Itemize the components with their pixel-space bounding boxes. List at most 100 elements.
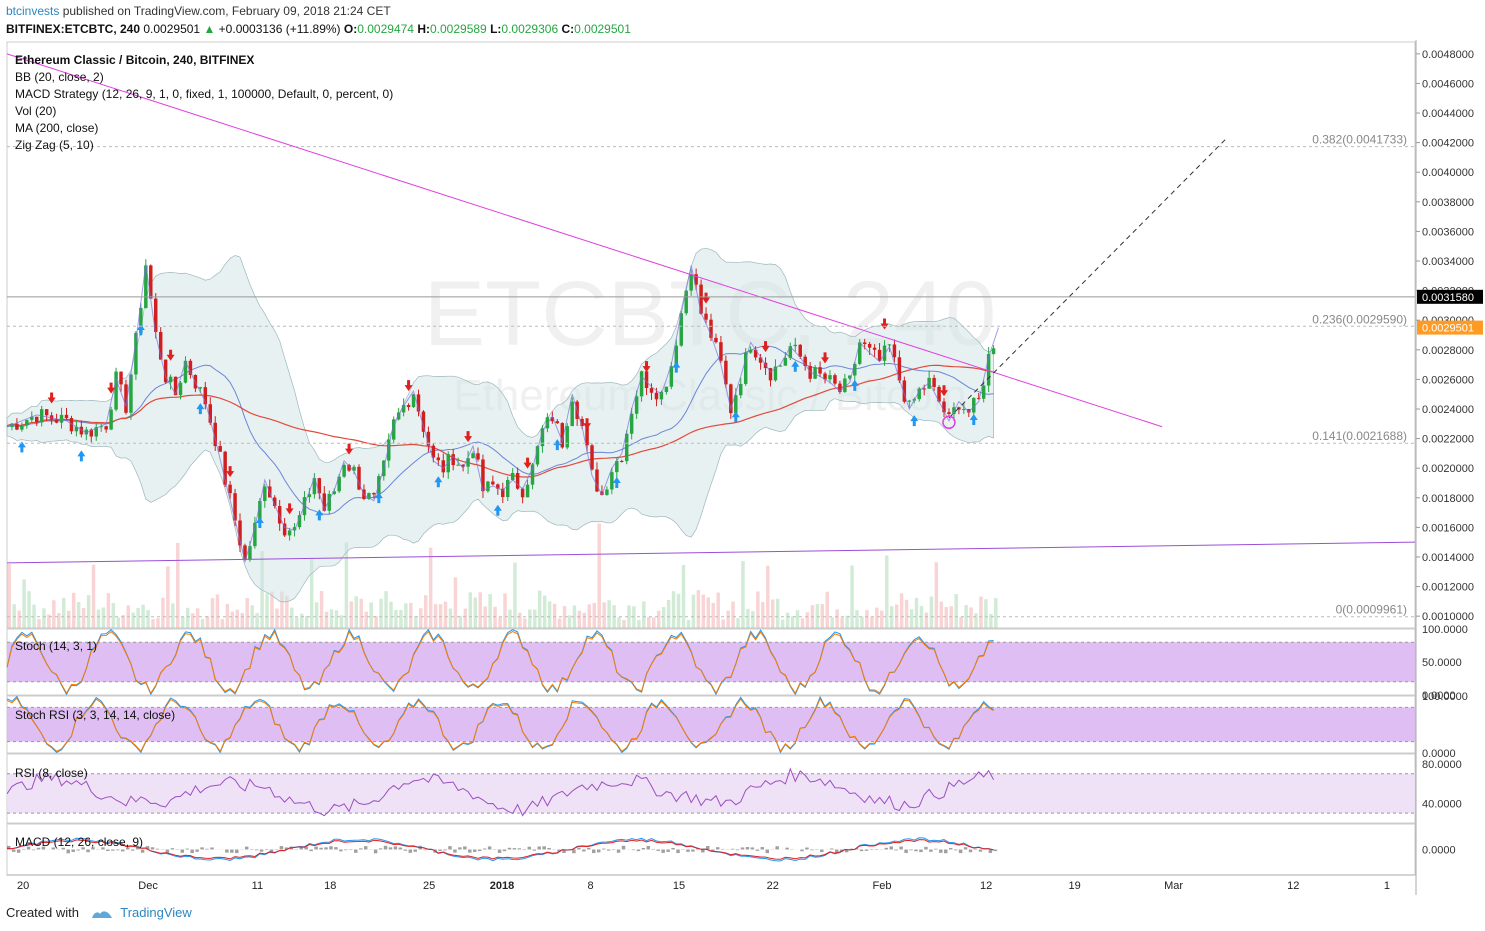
rsi-line (6, 767, 995, 817)
price-label-bg (1417, 320, 1483, 335)
macd-histogram-bar (106, 849, 110, 852)
candle-body (357, 466, 361, 490)
legend-rsi[interactable]: RSI (8, close) (15, 766, 88, 780)
band-fill (7, 707, 1415, 742)
candle-body (694, 274, 698, 285)
y-tick-label: 0.0048000 (1422, 49, 1474, 61)
volume-bar (270, 591, 274, 628)
volume-bar (870, 616, 874, 628)
chart-canvas[interactable]: ETCBTC, 240Ethereum Classic / Bitcoin0.3… (0, 40, 1485, 895)
volume-bar (438, 604, 443, 628)
volume-bar (622, 619, 626, 628)
macd-histogram-bar (517, 848, 522, 850)
legend-macd-strategy[interactable]: MACD Strategy (12, 26, 9, 1, 0, fixed, 1… (15, 87, 394, 101)
macd-histogram-bar (299, 846, 303, 850)
price-pane[interactable]: ETCBTC, 240Ethereum Classic / Bitcoin0.3… (6, 41, 1416, 629)
macd-histogram-bar (458, 847, 462, 850)
volume-bar (141, 604, 145, 628)
legend-ma[interactable]: MA (200, close) (15, 121, 99, 135)
publish-line: btcinvests published on TradingView.com,… (6, 4, 391, 18)
y-tick-label: 0.0044000 (1422, 108, 1474, 120)
macd-histogram-bar (359, 848, 363, 850)
candle-body (823, 373, 827, 380)
candle-body (153, 298, 158, 332)
macd-histogram-bar (859, 849, 864, 852)
y-tick-label-osc: 50.0000 (1422, 657, 1462, 669)
volume-bar (71, 592, 76, 628)
macd-histogram-bar (443, 849, 447, 851)
candle-body (838, 383, 842, 392)
volume-bar (394, 609, 398, 628)
legend-zigzag[interactable]: Zig Zag (5, 10) (15, 138, 94, 152)
volume-bar (756, 591, 760, 628)
macd-histogram-bar (180, 849, 184, 853)
candle-body (793, 344, 798, 347)
macd-histogram-bar (735, 849, 740, 851)
candle-body (74, 426, 79, 432)
volume-bar (533, 609, 537, 628)
legend-title[interactable]: Ethereum Classic / Bitcoin, 240, BITFINE… (15, 53, 255, 67)
candle-body (99, 426, 103, 428)
legend-macd[interactable]: MACD (12, 26, close, 9) (15, 835, 144, 849)
sell-arrow-icon (464, 431, 473, 443)
last-price: 0.0029501 (143, 22, 201, 36)
volume-bar (840, 617, 844, 628)
volume-bar (290, 607, 294, 628)
volume-bar (285, 595, 289, 628)
tradingview-link[interactable]: TradingView (120, 905, 192, 920)
volume-bar (647, 617, 651, 628)
macd-histogram-bar (438, 849, 442, 851)
y-tick-label: 0.0036000 (1422, 226, 1474, 238)
y-tick-label: 0.0014000 (1422, 552, 1474, 564)
macd-histogram-bar (919, 849, 923, 853)
macd-histogram-bar (116, 849, 120, 851)
candle-body (669, 366, 674, 387)
candle-body (486, 481, 490, 492)
volume-bar (101, 607, 106, 628)
volume-bar (300, 613, 304, 628)
legend-vol[interactable]: Vol (20) (15, 104, 57, 118)
macd-histogram-bar (125, 847, 130, 850)
zigzag-line (6, 263, 999, 564)
volume-bar (374, 616, 378, 628)
volume-bar (542, 595, 547, 628)
volume-bar (7, 563, 11, 628)
oscillator-panes[interactable] (6, 628, 1416, 876)
macd-histogram-bar (641, 847, 646, 850)
legend-bb[interactable]: BB (20, close, 2) (15, 70, 104, 84)
high-label: H: (417, 22, 430, 36)
volume-bar (384, 591, 388, 628)
symbol-label[interactable]: BITFINEX:ETCBTC, 240 (6, 22, 141, 36)
macd-histogram-bar (849, 848, 854, 850)
sell-arrow-icon (523, 457, 532, 469)
legend-stoch[interactable]: Stoch (14, 3, 1) (15, 639, 98, 653)
candle-body (515, 472, 520, 489)
candle-body (674, 345, 679, 367)
volume-bar (800, 618, 805, 628)
candle-body (158, 331, 163, 360)
candle-body (788, 346, 793, 358)
volume-bar (959, 616, 963, 628)
volume-bar (190, 613, 195, 628)
close-label: C: (561, 22, 575, 36)
publisher-link[interactable]: btcinvests (6, 4, 60, 18)
candle-body (624, 433, 629, 462)
volume-bar (319, 591, 324, 628)
volume-bar (528, 609, 532, 628)
macd-histogram-bar (750, 847, 755, 850)
volume-bar (22, 579, 26, 628)
candle-body (600, 491, 604, 495)
macd-histogram-bar (740, 847, 745, 850)
candle-body (828, 375, 832, 380)
y-tick-label: 0.0012000 (1422, 582, 1474, 594)
volume-bar (81, 608, 86, 628)
volume-bar (275, 608, 279, 628)
legend-stoch-rsi[interactable]: Stoch RSI (3, 3, 14, 14, close) (15, 708, 176, 722)
volume-bar (567, 615, 572, 628)
macd-signal-line (6, 839, 994, 860)
volume-bar (547, 601, 552, 628)
candle-body (684, 290, 688, 314)
macd-histogram-bar (235, 849, 239, 854)
candle-body (312, 478, 317, 495)
candle-body (15, 423, 19, 430)
